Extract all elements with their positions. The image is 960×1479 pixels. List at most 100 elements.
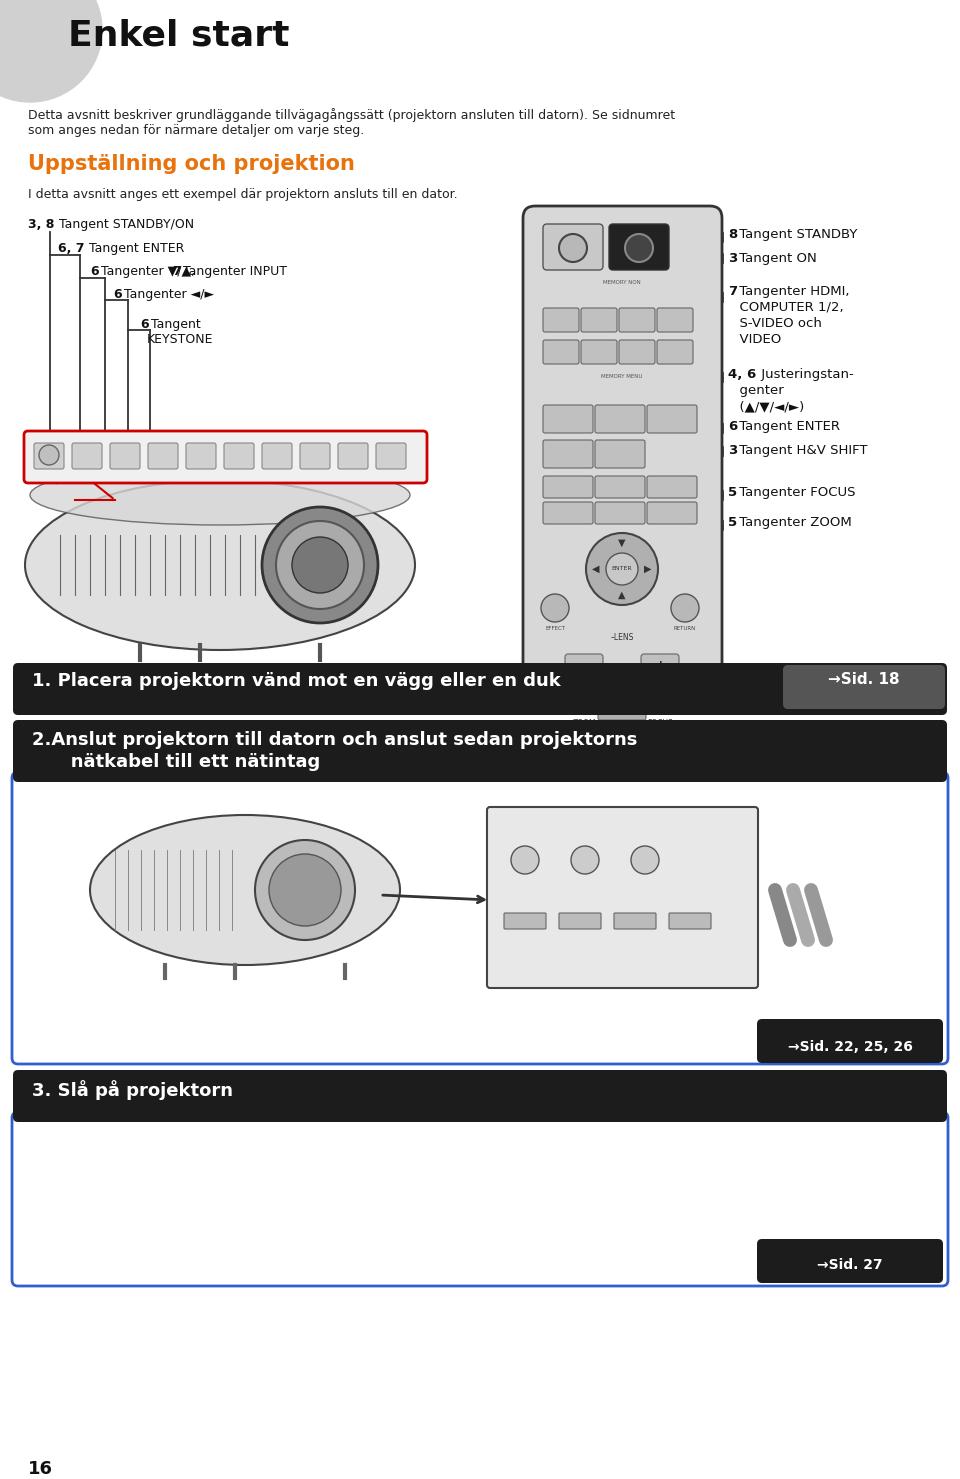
FancyBboxPatch shape	[657, 308, 693, 331]
FancyBboxPatch shape	[543, 223, 603, 271]
FancyBboxPatch shape	[641, 654, 679, 682]
Text: 6: 6	[90, 265, 99, 278]
Circle shape	[276, 521, 364, 609]
Text: 3: 3	[728, 444, 737, 457]
FancyBboxPatch shape	[595, 501, 645, 524]
Text: Tangent STANDBY: Tangent STANDBY	[735, 228, 857, 241]
Text: ROTATE: ROTATE	[610, 704, 634, 710]
Circle shape	[571, 846, 599, 874]
FancyBboxPatch shape	[504, 913, 546, 929]
FancyBboxPatch shape	[757, 1019, 943, 1063]
Text: ENTER: ENTER	[154, 479, 172, 484]
Circle shape	[292, 537, 348, 593]
Ellipse shape	[25, 481, 415, 649]
FancyBboxPatch shape	[523, 206, 722, 680]
Text: ON: ON	[635, 266, 644, 271]
Text: 6: 6	[140, 318, 149, 331]
Text: (▲/▼/◄/►): (▲/▼/◄/►)	[731, 399, 804, 413]
Text: 4: 4	[673, 317, 677, 322]
Text: 3D
MODE: 3D MODE	[667, 788, 683, 800]
Text: S-VIDEO och: S-VIDEO och	[731, 317, 822, 330]
Text: Tangent ON: Tangent ON	[735, 251, 817, 265]
Text: 5: 5	[559, 348, 564, 353]
Text: →Sid. 18: →Sid. 18	[828, 671, 900, 688]
Text: ON: ON	[253, 1145, 276, 1158]
FancyBboxPatch shape	[757, 1239, 943, 1282]
Circle shape	[559, 234, 587, 262]
FancyBboxPatch shape	[619, 308, 655, 331]
FancyBboxPatch shape	[647, 501, 697, 524]
Text: och: och	[102, 1021, 132, 1032]
FancyBboxPatch shape	[543, 501, 593, 524]
FancyBboxPatch shape	[598, 738, 646, 760]
FancyBboxPatch shape	[595, 439, 645, 467]
Text: COMPUTER 1/2,: COMPUTER 1/2,	[731, 302, 844, 314]
FancyBboxPatch shape	[12, 1112, 948, 1287]
Text: ▼: ▼	[618, 538, 626, 549]
Text: +: +	[313, 479, 318, 484]
Text: Tryck på: Tryck på	[32, 1145, 92, 1160]
FancyBboxPatch shape	[186, 444, 216, 469]
FancyBboxPatch shape	[565, 654, 603, 682]
Text: ECO
+QUIET: ECO +QUIET	[626, 788, 644, 800]
Text: 1. Placera projektorn vänd mot en vägg eller en duk: 1. Placera projektorn vänd mot en vägg e…	[32, 671, 561, 691]
FancyBboxPatch shape	[641, 680, 679, 708]
Ellipse shape	[30, 464, 410, 525]
Text: RETURN: RETURN	[674, 626, 696, 632]
FancyBboxPatch shape	[657, 340, 693, 364]
Text: 6: 6	[728, 420, 737, 433]
Text: 2.Anslut projektorn till datorn och anslut sedan projektorns: 2.Anslut projektorn till datorn och ansl…	[32, 731, 637, 748]
Text: 3: 3	[728, 251, 737, 265]
Text: 5: 5	[728, 516, 737, 529]
Text: 2: 2	[597, 317, 601, 322]
Text: 3. Slå på projektorn: 3. Slå på projektorn	[32, 1080, 233, 1100]
Text: MEMORY NON: MEMORY NON	[603, 280, 641, 285]
Text: Se sidorna: Se sidorna	[32, 1021, 102, 1032]
Circle shape	[661, 757, 689, 785]
Text: H&V SHIFT: H&V SHIFT	[603, 666, 640, 671]
Text: –: –	[238, 479, 240, 484]
Circle shape	[621, 757, 649, 785]
Text: genter: genter	[731, 385, 783, 396]
Text: Tangenter HDMI,: Tangenter HDMI,	[735, 285, 850, 297]
Text: 7: 7	[728, 285, 737, 297]
Text: MEMORY MENU: MEMORY MENU	[601, 374, 642, 379]
FancyBboxPatch shape	[13, 663, 947, 714]
Text: STANDBY/ON: STANDBY/ON	[79, 1145, 175, 1158]
Text: INPUT: INPUT	[193, 479, 209, 484]
Text: nätkabel till ett nätintag: nätkabel till ett nätintag	[52, 753, 321, 771]
Circle shape	[511, 846, 539, 874]
Text: 1: 1	[559, 317, 564, 322]
FancyBboxPatch shape	[338, 444, 368, 469]
Text: →Sid. 22, 25, 26: →Sid. 22, 25, 26	[787, 1040, 912, 1055]
Text: Tangent ENTER: Tangent ENTER	[735, 420, 840, 433]
Text: 4, 6: 4, 6	[728, 368, 756, 382]
Text: STANDBY: STANDBY	[559, 266, 588, 271]
FancyBboxPatch shape	[581, 308, 617, 331]
FancyBboxPatch shape	[619, 340, 655, 364]
Text: 24: 24	[127, 1021, 144, 1032]
Text: Justeringstan-: Justeringstan-	[756, 368, 853, 382]
FancyBboxPatch shape	[543, 405, 593, 433]
Text: PICTURE
MODE: PICTURE MODE	[585, 788, 606, 800]
FancyBboxPatch shape	[669, 913, 711, 929]
Text: PAGE: PAGE	[614, 744, 630, 750]
Text: 16: 16	[28, 1460, 53, 1478]
FancyBboxPatch shape	[262, 444, 292, 469]
FancyBboxPatch shape	[300, 444, 330, 469]
Circle shape	[0, 0, 102, 102]
Circle shape	[586, 532, 658, 605]
Text: Tangenter ◄/►: Tangenter ◄/►	[120, 288, 214, 302]
FancyBboxPatch shape	[34, 444, 64, 469]
Text: 8: 8	[673, 348, 677, 353]
Circle shape	[541, 757, 569, 785]
FancyBboxPatch shape	[543, 340, 579, 364]
Text: MENU: MENU	[345, 479, 361, 484]
Text: 7: 7	[172, 265, 180, 278]
Text: 3: 3	[635, 317, 639, 322]
Text: Tangent ENTER: Tangent ENTER	[85, 243, 184, 254]
Text: ▶: ▶	[644, 563, 652, 574]
FancyBboxPatch shape	[543, 308, 579, 331]
FancyBboxPatch shape	[647, 405, 697, 433]
FancyBboxPatch shape	[148, 444, 178, 469]
